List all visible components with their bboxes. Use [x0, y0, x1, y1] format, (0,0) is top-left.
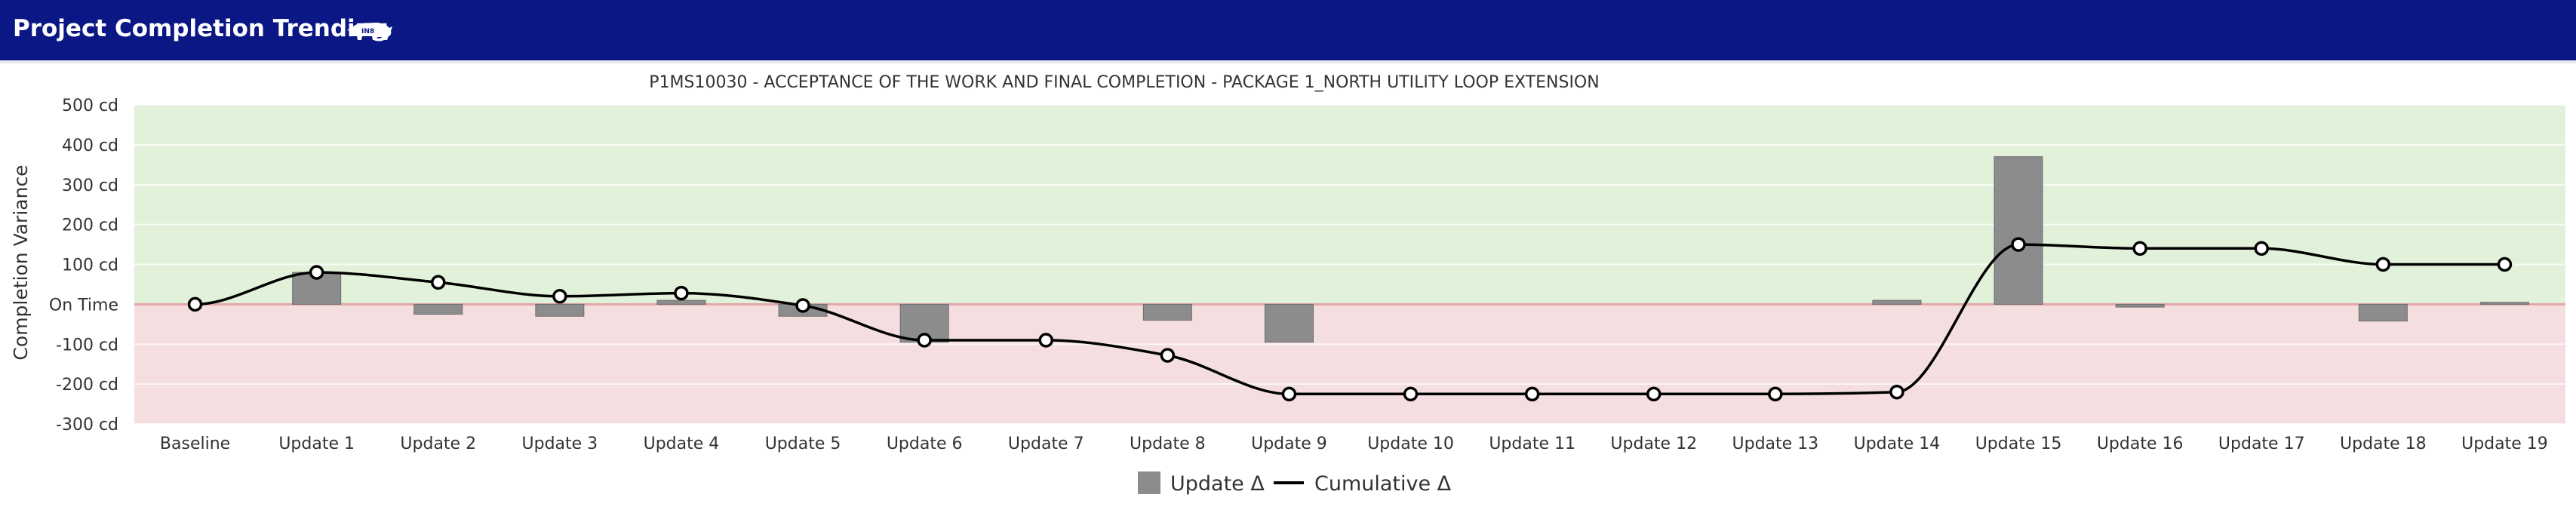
x-tick-label: Update 5: [765, 435, 841, 453]
update-delta-bars: [292, 156, 2529, 343]
app-header: Project Completion Trending IN8: [0, 0, 2576, 60]
y-tick-label: 500 cd: [62, 97, 118, 115]
update-delta-bar[interactable]: [656, 299, 706, 305]
cumulative-delta-points: [187, 237, 2513, 402]
update-delta-bar[interactable]: [413, 303, 463, 315]
y-tick-label: -100 cd: [56, 336, 118, 355]
x-tick-label: Update 12: [1610, 435, 1697, 453]
update-delta-bar[interactable]: [1872, 299, 1922, 305]
cumulative-delta-point[interactable]: [1889, 384, 1904, 400]
cumulative-delta-point[interactable]: [2011, 237, 2026, 252]
x-tick-label: Update 7: [1008, 435, 1084, 453]
update-delta-bar[interactable]: [1264, 303, 1314, 343]
cumulative-delta-point[interactable]: [1403, 386, 1419, 402]
cumulative-delta-point[interactable]: [2375, 256, 2391, 272]
cumulative-delta-point[interactable]: [1038, 333, 1053, 348]
y-tick-label: On Time: [49, 296, 118, 315]
x-tick-label: Update 4: [644, 435, 720, 453]
legend-bar-swatch: [1138, 471, 1160, 494]
completion-trend-chart: P1MS10030 - ACCEPTANCE OF THE WORK AND F…: [10, 73, 2565, 496]
y-tick-label: 200 cd: [62, 217, 118, 235]
y-tick-label: -300 cd: [56, 416, 118, 435]
x-tick-label: Update 16: [2097, 435, 2184, 453]
x-tick-label: Update 1: [278, 435, 355, 453]
y-axis-ticks: 500 cd 400 cd 300 cd 200 cd 100 cd On Time -10…: [49, 97, 118, 435]
cumulative-delta-point[interactable]: [2497, 256, 2513, 272]
y-tick-label: 400 cd: [62, 137, 118, 155]
cumulative-delta-point[interactable]: [2132, 241, 2147, 256]
cumulative-delta-point[interactable]: [1646, 386, 1661, 402]
cumulative-delta-point[interactable]: [431, 275, 446, 290]
cumulative-delta-point[interactable]: [187, 296, 203, 312]
legend-label-cumulative-delta: Cumulative Δ: [1314, 472, 1452, 496]
legend-item-update-delta[interactable]: Update Δ: [1138, 471, 1265, 496]
update-delta-bar[interactable]: [1993, 156, 2043, 305]
legend-item-cumulative-delta[interactable]: Cumulative Δ: [1274, 472, 1452, 496]
x-tick-label: Update 14: [1854, 435, 1941, 453]
cumulative-delta-point[interactable]: [917, 333, 932, 348]
legend-label-update-delta: Update Δ: [1170, 472, 1265, 496]
update-delta-bar[interactable]: [292, 272, 342, 305]
cumulative-delta-point[interactable]: [1160, 348, 1176, 363]
x-tick-label: Update 13: [1732, 435, 1819, 453]
cumulative-delta-point[interactable]: [309, 265, 324, 280]
cumulative-delta-point[interactable]: [795, 298, 810, 313]
update-delta-bar[interactable]: [535, 303, 585, 317]
svg-text:IN8: IN8: [361, 28, 374, 35]
x-tick-label: Update 10: [1367, 435, 1454, 453]
x-tick-label: Update 3: [522, 435, 598, 453]
y-axis-label: Completion Variance: [10, 164, 32, 360]
update-delta-bar[interactable]: [2479, 302, 2529, 305]
y-tick-label: 100 cd: [62, 256, 118, 275]
header-divider: [0, 60, 2576, 63]
on-time-positive-band: [134, 105, 2565, 305]
x-tick-label: Update 19: [2461, 435, 2548, 453]
update-delta-bar[interactable]: [1142, 303, 1192, 321]
y-tick-label: -200 cd: [56, 376, 118, 395]
y-tick-label: 300 cd: [62, 177, 118, 195]
cumulative-delta-point[interactable]: [552, 289, 567, 304]
chart-title: P1MS10030 - ACCEPTANCE OF THE WORK AND F…: [649, 73, 1599, 92]
x-tick-label: Update 8: [1130, 435, 1206, 453]
cumulative-delta-point[interactable]: [1524, 386, 1540, 402]
cumulative-delta-point[interactable]: [1281, 386, 1297, 402]
cumulative-delta-point[interactable]: [2254, 241, 2269, 256]
x-tick-label: Update 6: [887, 435, 963, 453]
x-tick-label: Update 9: [1251, 435, 1327, 453]
update-delta-bar[interactable]: [2115, 303, 2165, 308]
cumulative-delta-point[interactable]: [1768, 386, 1783, 402]
x-tick-label: Update 15: [1975, 435, 2062, 453]
x-tick-label: Update 2: [400, 435, 476, 453]
x-tick-label: Update 18: [2340, 435, 2427, 453]
cumulative-delta-point[interactable]: [674, 285, 689, 301]
cumulative-delta-line: [195, 243, 2505, 396]
rhino-logo-icon: IN8: [347, 23, 392, 40]
late-negative-band: [134, 304, 2565, 424]
x-axis-ticks: Baseline Update 1 Update 2 Update 3 Update 4…: [160, 435, 2548, 453]
page-title: Project Completion Trending: [13, 15, 389, 42]
x-tick-label: Update 11: [1489, 435, 1575, 453]
legend: Update Δ Cumulative Δ: [1138, 471, 1452, 496]
update-delta-bar[interactable]: [2358, 303, 2408, 322]
x-tick-label: Baseline: [160, 435, 230, 453]
x-tick-label: Update 17: [2218, 435, 2305, 453]
